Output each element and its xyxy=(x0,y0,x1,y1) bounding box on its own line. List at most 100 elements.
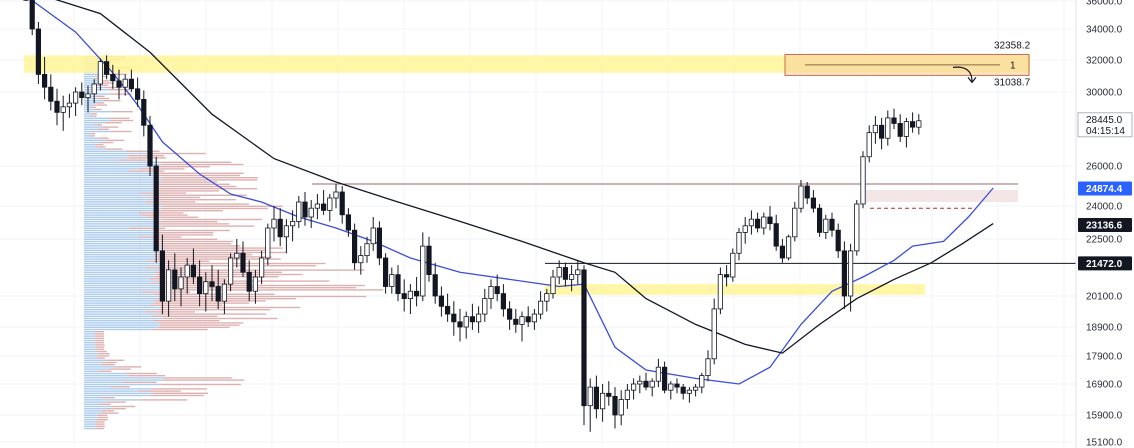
candle-body xyxy=(49,87,53,101)
volume-bar-up xyxy=(84,338,95,339)
volume-bar-up xyxy=(84,395,150,396)
volume-bar-down xyxy=(107,401,126,402)
candle-body xyxy=(650,381,654,387)
volume-bar-down xyxy=(98,129,109,130)
volume-bar-up xyxy=(84,291,142,292)
candle-body xyxy=(576,270,580,275)
candle-body xyxy=(135,89,139,100)
candle-body xyxy=(898,123,902,136)
candle-body xyxy=(290,221,294,225)
volume-bar-up xyxy=(84,302,153,303)
volume-bar-up xyxy=(84,364,101,365)
volume-bar-up xyxy=(84,351,97,352)
volume-bar-up xyxy=(84,388,152,389)
volume-bar-up xyxy=(84,107,91,108)
price-axis[interactable]: 36000.0 34000.0 32000.0 30000.0 26000.0 24000… xyxy=(1076,0,1134,448)
volume-bar-up xyxy=(84,320,153,321)
volume-bar-up xyxy=(84,331,95,332)
candle-body xyxy=(297,202,301,221)
candle-body xyxy=(768,217,772,224)
volume-bar-up xyxy=(84,221,154,222)
volume-bar-down xyxy=(95,338,104,339)
candle-body xyxy=(359,256,363,263)
volume-bar-down xyxy=(159,175,240,176)
candle xyxy=(582,265,586,425)
candle-body xyxy=(607,393,611,396)
candle-body xyxy=(309,208,313,217)
volume-bar-up xyxy=(84,170,128,171)
candle-body xyxy=(42,74,46,87)
volume-bar-up xyxy=(84,225,161,226)
volume-bar-down xyxy=(101,397,115,398)
candle-body xyxy=(749,219,753,226)
volume-bar-up xyxy=(84,173,160,174)
candle-body xyxy=(272,219,276,228)
volume-bar-down xyxy=(158,280,329,281)
candle-body xyxy=(848,251,852,296)
volume-bar-down xyxy=(129,228,166,229)
candle xyxy=(855,200,859,256)
volume-bar-down xyxy=(161,208,268,209)
candle-body xyxy=(371,228,375,244)
volume-bar-up xyxy=(84,124,94,125)
volume-bar-down xyxy=(128,170,164,171)
volume-bar-down xyxy=(139,212,184,213)
volume-bar-down xyxy=(158,250,270,251)
candle-body xyxy=(321,204,325,210)
price-tick-label: 34000.0 xyxy=(1086,25,1123,36)
candle-body xyxy=(724,275,728,277)
volume-bar-up xyxy=(84,157,129,158)
candle-body xyxy=(731,253,735,277)
candle-body xyxy=(495,287,499,294)
volume-bar-down xyxy=(97,419,108,420)
volume-bar-down xyxy=(103,126,118,127)
volume-bar-up xyxy=(84,373,124,374)
volume-bar-down xyxy=(155,184,229,185)
candle-body xyxy=(712,309,716,359)
candle-body xyxy=(458,322,462,327)
volume-bar-up xyxy=(84,360,106,361)
candle-body xyxy=(780,246,784,258)
volume-bar-up xyxy=(84,423,95,424)
volume-bar-down xyxy=(96,426,105,427)
volume-bar-up xyxy=(84,144,95,145)
volume-bar-down xyxy=(106,360,124,361)
candle-body xyxy=(743,226,747,233)
volume-bar-up xyxy=(84,208,161,209)
volume-bar-down xyxy=(103,412,119,413)
candle-body xyxy=(600,393,604,409)
candle-body xyxy=(414,291,418,296)
volume-bar-down xyxy=(90,133,95,134)
volume-bar-down xyxy=(115,366,141,367)
candle-body xyxy=(352,230,356,263)
volume-bar-up xyxy=(84,234,154,235)
candle-body xyxy=(377,228,381,258)
candle-body xyxy=(334,192,338,198)
candle xyxy=(817,204,821,237)
volume-bar-down xyxy=(118,159,146,160)
candle-body xyxy=(445,306,449,314)
volume-bar-up xyxy=(84,80,98,81)
volume-bar-up xyxy=(84,311,145,312)
volume-bar-down xyxy=(101,364,115,365)
volume-bar-down xyxy=(158,230,230,231)
candle-body xyxy=(706,359,710,376)
volume-bar-up xyxy=(84,140,106,141)
candle-body xyxy=(36,29,40,74)
volume-bar-down xyxy=(95,335,104,336)
candle-body xyxy=(160,251,164,301)
volume-bar-down xyxy=(139,168,184,169)
volume-bar-up xyxy=(84,192,140,193)
volume-bar-up xyxy=(84,329,152,330)
volume-bar-up xyxy=(84,371,99,372)
candle-body xyxy=(917,121,921,127)
price-tick-label: 15900.0 xyxy=(1086,411,1123,422)
candle-body xyxy=(638,381,642,384)
candle-body xyxy=(793,208,797,237)
volume-bar-up xyxy=(84,179,161,180)
volume-bar-down xyxy=(126,151,160,152)
volume-bar-up xyxy=(84,287,161,288)
volume-bar-down xyxy=(152,190,219,191)
target-box-center-label: 1 xyxy=(1010,60,1016,71)
